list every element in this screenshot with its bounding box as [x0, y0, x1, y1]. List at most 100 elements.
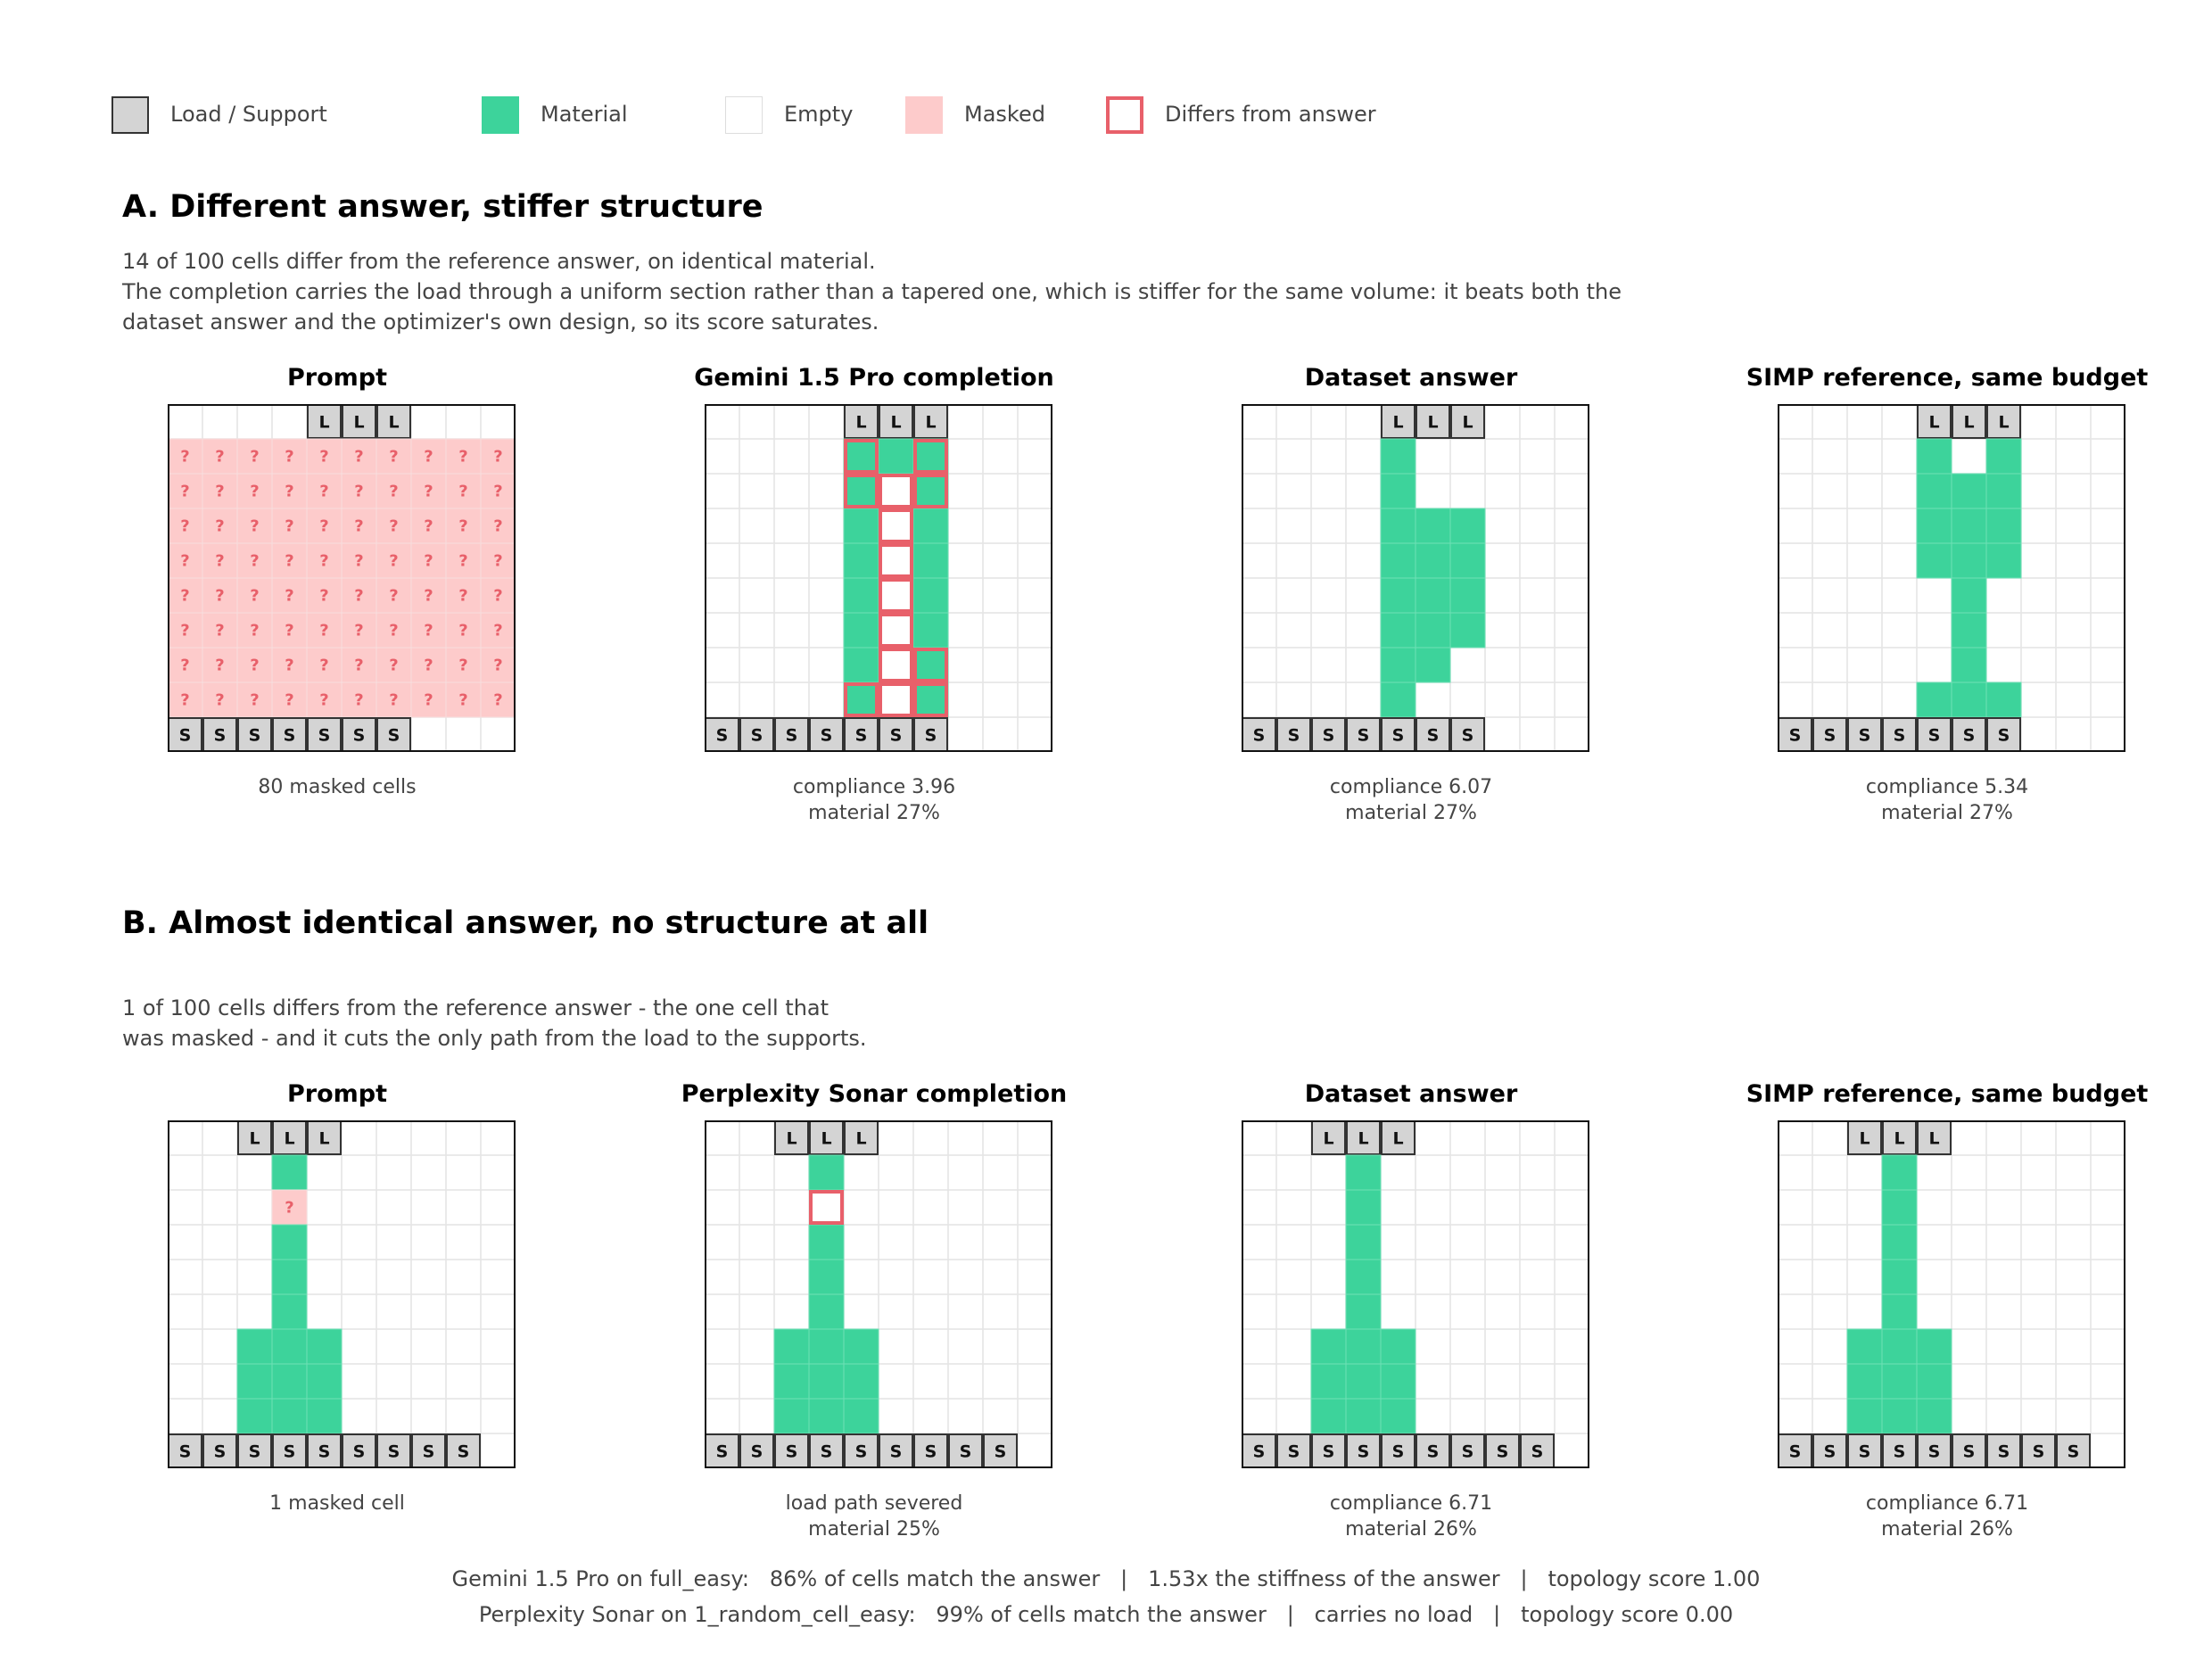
- masked-mark: ?: [389, 622, 398, 640]
- support-cell: [342, 1433, 376, 1468]
- material-cell: [1985, 508, 2022, 544]
- support-cell: [1416, 717, 1450, 752]
- masked-mark: ?: [354, 657, 363, 675]
- caption-line: load path severed: [785, 1492, 963, 1515]
- masked-mark: ?: [285, 448, 293, 467]
- masked-cell: [271, 682, 308, 718]
- panel-caption: compliance 6.71 material 26%: [1680, 1491, 2212, 1542]
- material-cell: [912, 647, 949, 683]
- load-cell: [376, 404, 411, 439]
- masked-mark: ?: [493, 517, 502, 536]
- load-cell: [774, 1120, 809, 1155]
- support-cell: [1778, 717, 1812, 752]
- masked-mark: ?: [285, 552, 293, 571]
- masked-cell: [168, 577, 203, 614]
- support-label: S: [284, 1442, 296, 1462]
- differs-cell-outline: [809, 1190, 844, 1225]
- support-label: S: [1358, 1442, 1370, 1462]
- support-label: S: [890, 726, 903, 746]
- panel-caption: 80 masked cells: [70, 774, 605, 800]
- material-cell: [773, 1363, 810, 1400]
- support-cell: [1952, 717, 1986, 752]
- grid-svg: L L L? S S S S S S S S S: [168, 1120, 516, 1468]
- load-label: L: [249, 1129, 260, 1149]
- material-cell: [1380, 682, 1416, 718]
- cell-grid: L L L?????????????????????????????????????…: [168, 404, 516, 752]
- masked-cell: [376, 508, 412, 544]
- support-label: S: [821, 726, 833, 746]
- legend-label: Differs from answer: [1165, 102, 1376, 127]
- load-label: L: [925, 413, 936, 433]
- material-cell: [843, 438, 879, 475]
- material-cell: [1951, 508, 1987, 544]
- masked-mark: ?: [180, 622, 189, 640]
- support-cell: [983, 1433, 1018, 1468]
- load-label: L: [353, 413, 364, 433]
- support-label: S: [786, 726, 798, 746]
- support-label: S: [855, 726, 868, 746]
- support-label: S: [890, 1442, 903, 1462]
- support-label: S: [249, 1442, 261, 1462]
- support-cell: [809, 717, 844, 752]
- caption-line: material 26%: [1881, 1518, 2013, 1541]
- support-label: S: [1859, 1442, 1871, 1462]
- panel-caption: compliance 3.96 material 27%: [607, 774, 1142, 826]
- summary-line: Perplexity Sonar on 1_random_cell_easy: …: [478, 1602, 1734, 1627]
- masked-mark: ?: [424, 552, 433, 571]
- load-label: L: [821, 1129, 831, 1149]
- masked-mark: ?: [458, 552, 467, 571]
- support-label: S: [786, 1442, 798, 1462]
- support-label: S: [925, 1442, 937, 1462]
- material-cell: [912, 577, 949, 614]
- support-label: S: [179, 726, 192, 746]
- masked-mark: ?: [215, 483, 224, 501]
- masked-cell: [410, 682, 447, 718]
- support-cell: [1986, 1433, 2021, 1468]
- masked-mark: ?: [458, 448, 467, 467]
- material-cell: [271, 1154, 308, 1191]
- section-a-description: 14 of 100 cells differ from the referenc…: [122, 246, 1622, 337]
- grid-border: [705, 1120, 1052, 1468]
- material-cell: [1916, 542, 1952, 579]
- load-label: L: [1928, 413, 1939, 433]
- masked-mark: ?: [180, 657, 189, 675]
- grid-border: [1778, 404, 2125, 752]
- description-line: 14 of 100 cells differ from the referenc…: [122, 249, 876, 274]
- grid-svg: L L L S S S S S S S: [705, 404, 1052, 752]
- masked-mark: ?: [458, 587, 467, 606]
- section-b-description: 1 of 100 cells differs from the referenc…: [122, 993, 867, 1053]
- caption-line: 80 masked cells: [258, 776, 417, 798]
- support-label: S: [1323, 1442, 1335, 1462]
- support-label: S: [353, 1442, 366, 1462]
- material-cell: [306, 1363, 343, 1400]
- support-label: S: [388, 726, 400, 746]
- material-cell: [912, 508, 949, 544]
- masked-cell: [341, 577, 377, 614]
- grid-border: [705, 404, 1052, 752]
- masked-mark: ?: [250, 552, 259, 571]
- load-cell: [1311, 1120, 1346, 1155]
- masked-mark: ?: [180, 448, 189, 467]
- material-cell: [1881, 1259, 1918, 1295]
- support-cell: [1986, 717, 2021, 752]
- masked-mark: ?: [285, 587, 293, 606]
- panel-caption: compliance 5.34 material 27%: [1680, 774, 2212, 826]
- material-cell: [1881, 1398, 1918, 1434]
- panel-title: Dataset answer: [1304, 364, 1518, 392]
- masked-cell: [341, 542, 377, 579]
- masked-mark: ?: [458, 657, 467, 675]
- masked-mark: ?: [319, 552, 328, 571]
- differs-cell-outline: [913, 682, 948, 717]
- support-label: S: [2033, 1442, 2045, 1462]
- support-label: S: [284, 726, 296, 746]
- masked-mark: ?: [493, 448, 502, 467]
- masked-mark: ?: [250, 587, 259, 606]
- material-cell: [1846, 1328, 1883, 1365]
- cell-grid: L L L S S S S S S S S S: [1778, 1120, 2125, 1468]
- masked-cell: [410, 647, 447, 683]
- masked-mark: ?: [215, 448, 224, 467]
- masked-mark: ?: [493, 483, 502, 501]
- material-cell: [1380, 1363, 1416, 1400]
- material-cell: [1985, 542, 2022, 579]
- material-cell: [1881, 1293, 1918, 1330]
